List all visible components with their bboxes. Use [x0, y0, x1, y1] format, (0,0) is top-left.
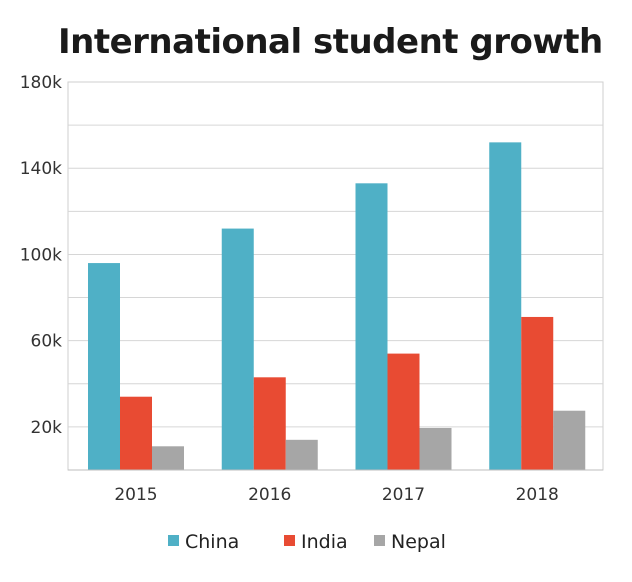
bar-nepal-2015	[152, 446, 184, 470]
legend-label-india: India	[301, 531, 348, 553]
bar-china-2018	[489, 142, 522, 470]
y-tick-label: 20k	[31, 418, 63, 438]
bar-china-2015	[88, 263, 120, 470]
bar-china-2016	[221, 228, 254, 470]
y-tick-label: 140k	[20, 159, 62, 179]
x-tick-label: 2017	[382, 485, 425, 505]
y-tick-label: 100k	[20, 245, 62, 265]
bar-india-2016	[253, 377, 286, 470]
y-tick-label: 180k	[20, 73, 62, 93]
legend-swatch-india	[284, 535, 295, 546]
bar-india-2018	[521, 316, 554, 470]
bar-nepal-2018	[553, 410, 586, 470]
y-tick-label: 60k	[31, 332, 63, 352]
legend-swatch-nepal	[374, 535, 385, 546]
bar-nepal-2016	[285, 439, 318, 470]
chart-title: International student growth	[58, 22, 603, 62]
legend-swatch-china	[168, 535, 179, 546]
legend-label-nepal: Nepal	[391, 531, 446, 553]
bar-india-2017	[387, 353, 420, 470]
bar-china-2017	[355, 183, 388, 471]
x-tick-label: 2016	[248, 485, 291, 505]
bar-india-2015	[120, 396, 152, 470]
legend-label-china: China	[185, 531, 239, 553]
x-tick-label: 2015	[114, 485, 157, 505]
bar-nepal-2017	[419, 427, 452, 470]
x-tick-label: 2018	[516, 485, 559, 505]
